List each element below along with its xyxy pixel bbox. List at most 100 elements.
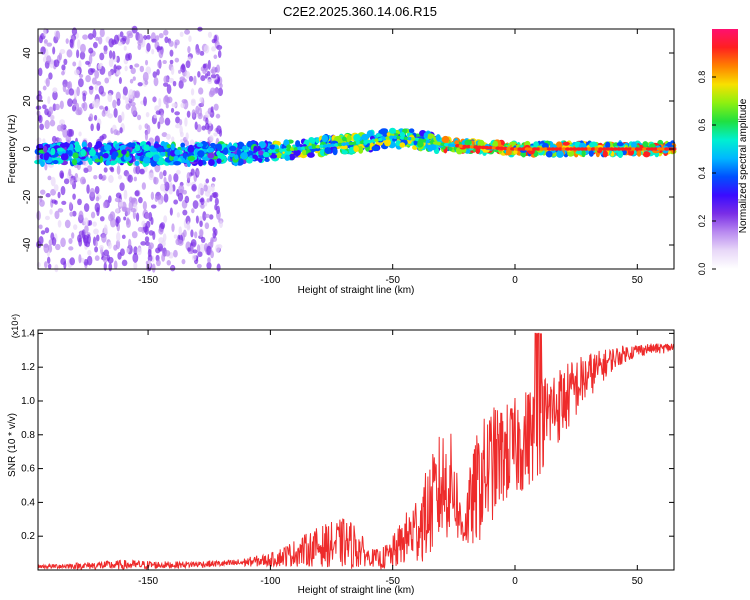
heat-cell [246, 157, 253, 164]
heat-cell [115, 65, 122, 70]
heat-cell [108, 50, 113, 59]
heat-cell [163, 176, 167, 184]
heat-cell [68, 237, 73, 245]
heat-cell [214, 79, 220, 85]
heat-cell [184, 117, 188, 127]
spectrogram-y-ticks: 40 20 0 -20 -40 [22, 47, 674, 252]
heat-cell [76, 177, 81, 182]
heat-cell [54, 210, 60, 220]
heat-cell [182, 152, 187, 159]
heat-cell [240, 152, 248, 160]
heat-cell [153, 114, 158, 119]
heat-cell [282, 148, 288, 152]
heat-cell [48, 106, 54, 115]
heat-cell [98, 85, 105, 95]
heat-cell [69, 211, 74, 217]
heat-cell [229, 153, 236, 158]
heat-cell [190, 100, 196, 107]
heat-cell [123, 216, 127, 221]
heat-cell [39, 123, 44, 131]
heat-cell [79, 176, 86, 185]
heat-cell [535, 147, 541, 151]
heat-cell [322, 144, 328, 148]
heat-cell [616, 142, 624, 147]
heat-cell [71, 158, 78, 166]
heat-cell [340, 144, 348, 150]
heat-cell [174, 57, 180, 63]
heat-cell [583, 147, 589, 151]
heat-cell [169, 207, 173, 216]
heat-cell [202, 63, 207, 69]
heat-cell [44, 215, 50, 221]
heat-cell [73, 69, 80, 76]
heat-cell [188, 75, 194, 82]
heat-cell [110, 153, 117, 160]
heat-cell [605, 147, 611, 151]
heat-cell [179, 31, 184, 38]
heat-cell [288, 153, 296, 161]
heat-cell [216, 143, 223, 152]
heat-cell [199, 50, 205, 56]
heat-cell [532, 147, 538, 151]
heat-cell [169, 59, 174, 65]
heat-cell [173, 249, 178, 258]
heat-cell [324, 146, 332, 155]
heat-cell [145, 59, 149, 66]
heat-cell [204, 222, 210, 230]
heat-cell [466, 144, 472, 149]
heat-cell [166, 144, 172, 149]
heat-cell [189, 139, 195, 146]
heat-cell [114, 197, 121, 203]
heat-cell [90, 68, 96, 73]
heat-cell [178, 226, 183, 236]
heat-cell [139, 65, 145, 73]
heat-cell [163, 193, 169, 203]
heat-cell [47, 96, 51, 105]
heat-cell [505, 148, 512, 156]
heat-cell [78, 210, 84, 221]
heat-cell [93, 114, 98, 121]
heat-cell [150, 204, 157, 209]
heat-cell [173, 234, 178, 239]
heat-cell [178, 119, 183, 126]
chart-title: C2E2.2025.360.14.06.R15 [283, 4, 437, 19]
heat-cell [66, 81, 71, 89]
heat-cell [192, 249, 198, 254]
heat-cell [77, 234, 82, 243]
heat-cell [126, 217, 130, 225]
heat-cell [191, 254, 197, 261]
heat-cell [99, 216, 105, 222]
heat-cell [59, 170, 64, 179]
heat-cell [156, 68, 160, 76]
heat-cell [477, 145, 483, 150]
heat-cell [197, 150, 205, 158]
heat-cell [304, 146, 310, 150]
heat-cell [447, 143, 453, 147]
colorbar-tick-label: 0.8 [697, 71, 707, 84]
heat-cell [94, 255, 100, 261]
heat-cell [177, 192, 184, 202]
heat-cell [133, 261, 138, 270]
heat-cell [609, 147, 615, 151]
heat-cell [502, 146, 508, 151]
heat-cell [88, 47, 94, 54]
heat-cell [332, 147, 338, 156]
heat-cell [550, 147, 556, 151]
heat-cell [565, 147, 571, 151]
heat-cell [61, 70, 65, 76]
heat-cell [170, 107, 175, 113]
heat-cell [166, 260, 171, 266]
heat-cell [441, 135, 450, 144]
heat-cell [182, 209, 188, 216]
heat-cell [109, 160, 116, 166]
heat-cell [588, 149, 594, 157]
heat-cell [72, 210, 77, 217]
heat-cell [396, 135, 402, 140]
heat-cell [94, 84, 98, 91]
heat-cell [185, 71, 191, 79]
heat-cell [171, 136, 175, 143]
heat-cell [76, 86, 80, 97]
heat-cell [107, 92, 113, 103]
heat-cell [555, 141, 563, 149]
heat-cell [85, 60, 90, 65]
